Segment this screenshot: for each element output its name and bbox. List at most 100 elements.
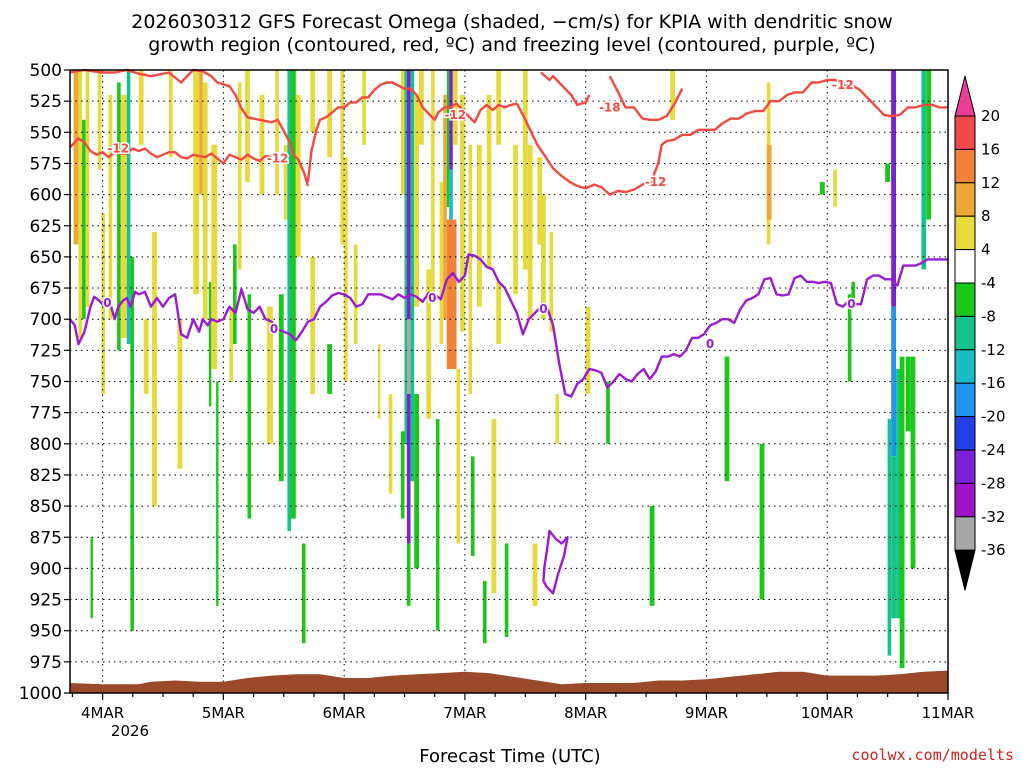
contour-label: -12 (444, 108, 466, 122)
contour-line-freezing-8 (542, 529, 569, 595)
y-tick-label: 875 (30, 528, 62, 548)
omega-cell (431, 70, 435, 295)
colorbar-swatch (954, 482, 976, 518)
omega-cell (247, 294, 252, 519)
omega-cell (891, 306, 896, 457)
omega-cell (73, 70, 79, 245)
x-tick-label: 4MAR (81, 704, 124, 722)
omega-cell (78, 70, 83, 338)
omega-cell (606, 381, 610, 444)
y-tick-label: 675 (30, 279, 62, 299)
omega-cell (527, 144, 533, 320)
omega-cell (301, 543, 306, 644)
omega-cell (169, 70, 173, 158)
colorbar-label: -16 (981, 374, 1006, 392)
y-tick-label: 725 (30, 341, 62, 361)
y-tick-label: 650 (30, 248, 62, 268)
omega-cell (400, 431, 405, 519)
omega-cell (496, 70, 502, 145)
colorbar-label: -28 (981, 474, 1006, 492)
omega-cell (295, 94, 301, 257)
grid-lines (70, 70, 948, 693)
y-tick-label: 700 (30, 310, 62, 330)
omega-cell (766, 144, 772, 220)
colorbar-top-arrow (954, 75, 976, 117)
contour-label: 0 (847, 297, 855, 311)
colorbar-swatch (954, 315, 976, 351)
colorbar-swatch (954, 215, 976, 251)
omega-cell (126, 70, 131, 295)
omega-cell (670, 70, 675, 120)
ground-layer (70, 670, 948, 693)
colorbar-swatch (954, 382, 976, 418)
colorbar-swatch (954, 148, 976, 184)
y-tick-label: 750 (30, 373, 62, 393)
colorbar-label: -4 (981, 274, 996, 292)
omega-cell (460, 94, 465, 332)
omega-cell (891, 70, 896, 307)
omega-cell (496, 281, 502, 345)
omega-cell (885, 163, 890, 183)
omega-cell (340, 70, 345, 245)
colorbar-label: -36 (981, 541, 1006, 559)
contour-line-freezing-7 (69, 253, 948, 398)
colorbar-label: -12 (981, 341, 1006, 359)
omega-cell (126, 294, 131, 345)
omega-cell (468, 144, 473, 394)
contour-label: -12 (267, 152, 289, 166)
omega-cell (724, 356, 730, 482)
y-tick-label: 925 (30, 591, 62, 611)
colorbar-label: -32 (981, 508, 1006, 526)
omega-cell (435, 418, 440, 631)
colorbar-bottom-arrow (954, 549, 976, 591)
omega-cell (483, 580, 487, 644)
omega-cell (120, 94, 127, 338)
omega-cell (259, 94, 265, 195)
colorbar-label: -24 (981, 441, 1006, 459)
omega-cell (85, 70, 90, 307)
omega-cell (143, 319, 149, 394)
omega-cell (537, 157, 543, 245)
x-tick-label: 7MAR (443, 704, 486, 722)
colorbar-label: 8 (981, 207, 991, 225)
omega-cell (522, 70, 528, 270)
contour-label-layer: -12 -12 -12 -12 -18 -12 0 0 0 0 0 0 (102, 77, 857, 353)
omega-cell (414, 94, 419, 307)
y-tick-label: 975 (30, 653, 62, 673)
omega-cell (117, 82, 121, 351)
colorbar-label: 16 (981, 140, 1000, 158)
colorbar-swatch (954, 349, 976, 384)
omega-cell (406, 543, 411, 606)
y-tick-label: 775 (30, 404, 62, 424)
omega-cell (229, 306, 233, 382)
omega-cell (926, 70, 932, 220)
omega-cell (410, 70, 415, 482)
omega-cell (388, 394, 393, 494)
omega-cell (245, 70, 250, 183)
omega-cell (362, 70, 366, 145)
omega-cell (97, 70, 102, 170)
omega-cell (291, 70, 296, 519)
contour-label: -12 (645, 175, 667, 189)
omega-cell (283, 144, 288, 220)
omega-cell (130, 256, 134, 631)
x-tick-label: 11MAR (922, 704, 975, 722)
colorbar-label: -8 (981, 307, 996, 325)
omega-cell (82, 119, 86, 320)
omega-cell (847, 294, 852, 382)
colorbar: 20 16 12 8 4 -4 -8 -12 -16 -20 -24 -28 -32 -36 (954, 75, 1006, 591)
omega-cell (896, 369, 901, 619)
contour-line-dgz-6 (648, 78, 948, 187)
omega-cell (108, 94, 113, 320)
omega-cell (278, 294, 284, 482)
x-tick-label: 6MAR (323, 704, 366, 722)
omega-cell (899, 356, 905, 669)
colorbar-swatch (954, 249, 976, 284)
y-tick-label: 500 (30, 61, 62, 81)
omega-cell (820, 182, 825, 195)
y-tick-label: 625 (30, 217, 62, 237)
x-axis: 4MAR 5MAR 6MAR 7MAR 8MAR 9MAR 10MAR 11MAR (71, 693, 975, 722)
contour-label: 0 (706, 337, 714, 351)
omega-cell (759, 443, 765, 600)
omega-cell (887, 418, 892, 656)
